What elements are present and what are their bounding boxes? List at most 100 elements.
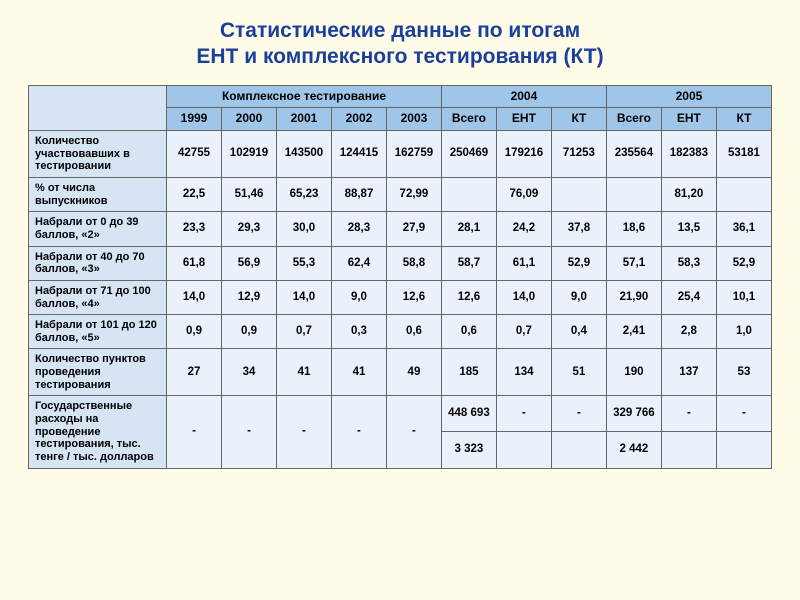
- cell: 88,87: [331, 178, 386, 212]
- cell: -: [167, 396, 222, 468]
- cell: 190: [606, 349, 661, 396]
- col-1999: 1999: [167, 108, 222, 131]
- cell: 1,0: [716, 315, 771, 349]
- cell: 179216: [496, 131, 551, 178]
- cell: 28,3: [331, 212, 386, 246]
- cell: 71253: [551, 131, 606, 178]
- title-line1: Статистические данные по итогам: [220, 19, 580, 42]
- cell: 0,3: [331, 315, 386, 349]
- row-label: Количество пунктов проведения тестирован…: [29, 349, 167, 396]
- cell: -: [716, 396, 771, 432]
- cell: 24,2: [496, 212, 551, 246]
- cell: 58,3: [661, 246, 716, 280]
- cell: 21,90: [606, 280, 661, 314]
- col-2004-total: Всего: [441, 108, 496, 131]
- cell: 102919: [222, 131, 277, 178]
- cell: 55,3: [276, 246, 331, 280]
- cell: 0,9: [222, 315, 277, 349]
- cell: 65,23: [276, 178, 331, 212]
- cell: 52,9: [716, 246, 771, 280]
- cell: 29,3: [222, 212, 277, 246]
- cell: 41: [331, 349, 386, 396]
- col-2004-ent: ЕНТ: [496, 108, 551, 131]
- cell: 27,9: [386, 212, 441, 246]
- table-row: Набрали от 0 до 39 баллов, «2» 23,3 29,3…: [29, 212, 772, 246]
- cell: 12,6: [386, 280, 441, 314]
- cell: -: [222, 396, 277, 468]
- cell: -: [551, 396, 606, 432]
- cell: 61,8: [167, 246, 222, 280]
- cell: 13,5: [661, 212, 716, 246]
- cell: 14,0: [276, 280, 331, 314]
- cell: 14,0: [496, 280, 551, 314]
- cell: [661, 432, 716, 468]
- cell: 52,9: [551, 246, 606, 280]
- group-2004: 2004: [441, 85, 606, 108]
- cell: 3 323: [441, 432, 496, 468]
- cell: 124415: [331, 131, 386, 178]
- cell: 58,8: [386, 246, 441, 280]
- cell: [496, 432, 551, 468]
- cell: 18,6: [606, 212, 661, 246]
- row-label: Набрали от 40 до 70 баллов, «3»: [29, 246, 167, 280]
- cell: 27: [167, 349, 222, 396]
- cell: 134: [496, 349, 551, 396]
- cell: -: [496, 396, 551, 432]
- table-wrap: Комплексное тестирование 2004 2005 1999 …: [28, 85, 772, 579]
- cell: 61,1: [496, 246, 551, 280]
- row-label: Набрали от 0 до 39 баллов, «2»: [29, 212, 167, 246]
- cell: 41: [276, 349, 331, 396]
- cell: 28,1: [441, 212, 496, 246]
- cell: 143500: [276, 131, 331, 178]
- cell: -: [331, 396, 386, 468]
- cell: 76,09: [496, 178, 551, 212]
- cell: 235564: [606, 131, 661, 178]
- cell: 9,0: [551, 280, 606, 314]
- col-2005-kt: КТ: [716, 108, 771, 131]
- cell: 0,7: [496, 315, 551, 349]
- cell: 185: [441, 349, 496, 396]
- col-2002: 2002: [331, 108, 386, 131]
- cell: 62,4: [331, 246, 386, 280]
- cell: [551, 432, 606, 468]
- title-line2: ЕНТ и комплексного тестирования (КТ): [196, 45, 603, 68]
- col-2005-ent: ЕНТ: [661, 108, 716, 131]
- cell: 25,4: [661, 280, 716, 314]
- cell: 36,1: [716, 212, 771, 246]
- cell: 12,6: [441, 280, 496, 314]
- cell: 0,9: [167, 315, 222, 349]
- table-row: % от числа выпускников 22,5 51,46 65,23 …: [29, 178, 772, 212]
- cell: 30,0: [276, 212, 331, 246]
- cell: 137: [661, 349, 716, 396]
- cell: 58,7: [441, 246, 496, 280]
- cell: 182383: [661, 131, 716, 178]
- cell: 53: [716, 349, 771, 396]
- col-2001: 2001: [276, 108, 331, 131]
- cell: 14,0: [167, 280, 222, 314]
- col-2003: 2003: [386, 108, 441, 131]
- group-2005: 2005: [606, 85, 771, 108]
- cell: 22,5: [167, 178, 222, 212]
- row-label: Государственные расходы на проведение те…: [29, 396, 167, 468]
- row-label: Количество участвовавших в тестировании: [29, 131, 167, 178]
- cell: 57,1: [606, 246, 661, 280]
- cell: 81,20: [661, 178, 716, 212]
- cell: [716, 432, 771, 468]
- slide: Статистические данные по итогам ЕНТ и ко…: [0, 0, 800, 600]
- cell: 2 442: [606, 432, 661, 468]
- cell: 42755: [167, 131, 222, 178]
- cell: [551, 178, 606, 212]
- table-body: Количество участвовавших в тестировании …: [29, 131, 772, 468]
- cell: -: [386, 396, 441, 468]
- table-row: Набрали от 40 до 70 баллов, «3» 61,8 56,…: [29, 246, 772, 280]
- row-label: Набрали от 71 до 100 баллов, «4»: [29, 280, 167, 314]
- table-head: Комплексное тестирование 2004 2005 1999 …: [29, 85, 772, 131]
- stats-table: Комплексное тестирование 2004 2005 1999 …: [28, 85, 772, 469]
- cell: 0,6: [441, 315, 496, 349]
- cell: 37,8: [551, 212, 606, 246]
- table-row: Государственные расходы на проведение те…: [29, 396, 772, 432]
- cell: 56,9: [222, 246, 277, 280]
- row-label: Набрали от 101 до 120 баллов, «5»: [29, 315, 167, 349]
- cell: -: [276, 396, 331, 468]
- cell: 34: [222, 349, 277, 396]
